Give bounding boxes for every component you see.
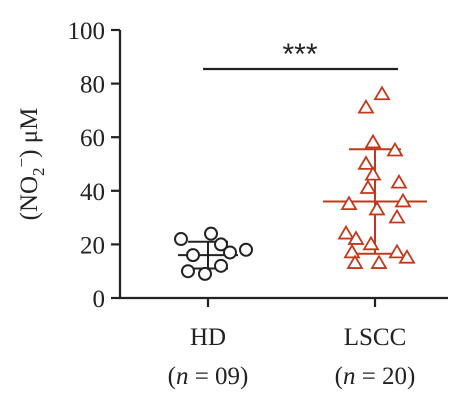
data-point-lscc bbox=[347, 230, 365, 245]
data-point-lscc bbox=[386, 141, 404, 157]
n-label-hd-value: = 09) bbox=[188, 363, 248, 390]
data-point-lscc bbox=[368, 200, 386, 216]
data-point-hd bbox=[186, 248, 200, 263]
n-label-lscc: (n = 20) bbox=[335, 363, 416, 390]
y-tick-group: 0 20 40 60 80 100 bbox=[68, 18, 120, 313]
n-label-lscc-value: = 20) bbox=[355, 363, 415, 390]
significance-label: *** bbox=[282, 38, 317, 71]
data-point-hd bbox=[214, 237, 228, 252]
data-point-lscc bbox=[398, 249, 416, 264]
data-point-lscc bbox=[394, 192, 412, 208]
data-point-lscc bbox=[388, 208, 406, 224]
y-tick-label: 20 bbox=[80, 232, 105, 259]
y-tick-label: 80 bbox=[80, 72, 105, 99]
category-label-hd: HD bbox=[190, 324, 226, 351]
y-axis-label-subscript: 2 bbox=[29, 167, 48, 176]
data-point-lscc bbox=[357, 98, 375, 114]
data-point-lscc bbox=[340, 195, 358, 211]
n-label-hd-open: ( bbox=[168, 363, 176, 390]
data-point-lscc bbox=[359, 179, 377, 194]
data-marks bbox=[174, 85, 427, 281]
data-point-hd bbox=[239, 242, 253, 257]
data-point-lscc bbox=[362, 235, 380, 251]
n-label-lscc-n: n bbox=[343, 363, 356, 390]
data-point-lscc bbox=[343, 243, 361, 259]
y-axis-label: (NO2−) μM bbox=[12, 108, 48, 221]
data-point-hd bbox=[181, 264, 195, 279]
y-tick-label: 40 bbox=[80, 179, 105, 206]
data-point-lscc bbox=[370, 254, 388, 269]
data-point-lscc bbox=[390, 173, 408, 189]
data-point-hd bbox=[223, 245, 237, 260]
data-point-lscc bbox=[357, 155, 375, 170]
data-point-hd bbox=[174, 232, 188, 247]
data-point-hd bbox=[198, 266, 212, 281]
category-label-lscc: LSCC bbox=[344, 324, 407, 351]
y-tick-label: 100 bbox=[68, 18, 106, 45]
data-point-hd bbox=[204, 226, 218, 241]
y-axis-label-part-1: (NO bbox=[16, 176, 43, 220]
n-label-hd: (n = 09) bbox=[168, 363, 249, 390]
n-label-hd-n: n bbox=[176, 363, 189, 390]
data-point-lscc bbox=[373, 85, 391, 101]
data-point-lscc bbox=[364, 165, 382, 181]
data-point-lscc bbox=[346, 254, 364, 269]
y-axis-label-part-2: ) μM bbox=[16, 108, 43, 158]
data-point-lscc bbox=[337, 224, 355, 240]
y-tick-label: 60 bbox=[80, 125, 105, 152]
n-label-lscc-open: ( bbox=[335, 363, 343, 390]
x-tick-group bbox=[206, 298, 377, 307]
data-point-lscc bbox=[364, 133, 382, 149]
y-tick-label: 0 bbox=[93, 286, 106, 313]
y-axis-label-superscript: − bbox=[12, 158, 31, 168]
data-point-lscc bbox=[388, 243, 406, 259]
data-point-hd bbox=[214, 258, 228, 273]
